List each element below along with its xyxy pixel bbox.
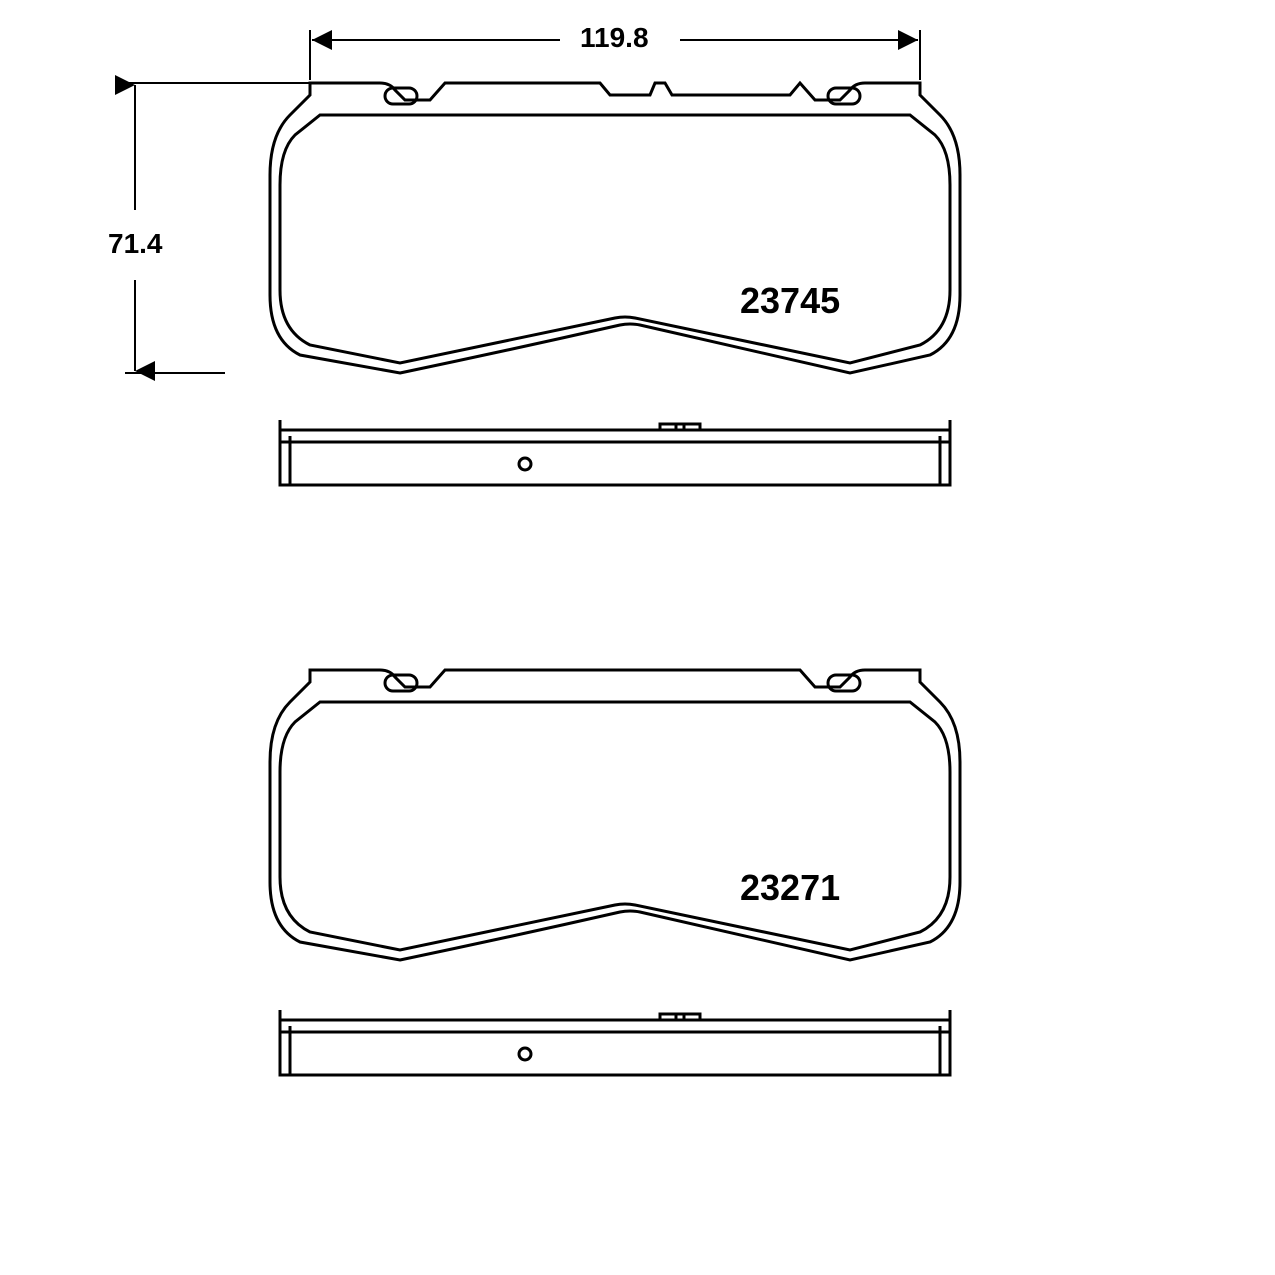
bottom-part-number: 23271 (740, 867, 840, 909)
bottom-pad-outline (270, 670, 960, 960)
side-view-2 (280, 1010, 950, 1075)
technical-drawing: 119.8 71.4 23745 23271 (0, 0, 1275, 1275)
top-part-number: 23745 (740, 280, 840, 322)
drawing-svg (0, 0, 1275, 1275)
height-dimension: 71.4 (108, 228, 163, 260)
side-view-1 (280, 420, 950, 485)
top-pad-outline (270, 83, 960, 373)
width-dimension: 119.8 (580, 22, 649, 54)
